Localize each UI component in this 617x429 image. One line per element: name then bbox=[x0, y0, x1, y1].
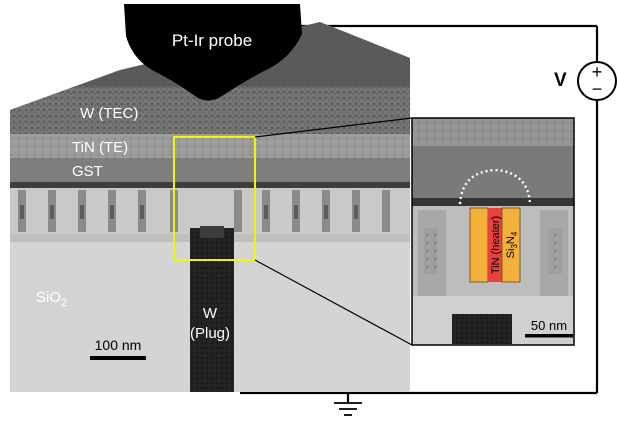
nitride-right bbox=[501, 207, 521, 283]
ground-icon bbox=[334, 402, 362, 416]
circuit-wiring bbox=[240, 24, 599, 402]
label-gst: GST bbox=[72, 163, 103, 180]
layer-gst bbox=[10, 158, 410, 184]
probe-label: Pt-Ir probe bbox=[172, 31, 252, 50]
probe-icon bbox=[124, 4, 302, 101]
label-tin-te: TiN (TE) bbox=[72, 139, 128, 156]
zoom-lines bbox=[254, 117, 413, 346]
scalebar-inset bbox=[525, 334, 573, 338]
scalebar-inset-label: 50 nm bbox=[531, 318, 567, 333]
voltage-minus: − bbox=[592, 79, 603, 99]
scalebar-main bbox=[90, 356, 146, 360]
voltage-plus: + bbox=[592, 62, 603, 82]
label-heater: TiN (heater) bbox=[490, 216, 502, 274]
nitride-left bbox=[469, 207, 489, 283]
label-w-tec: W (TEC) bbox=[80, 105, 138, 122]
label-sio2: SiO2 bbox=[36, 289, 67, 309]
active-region-dome bbox=[458, 168, 532, 205]
scalebar-main-label: 100 nm bbox=[95, 337, 142, 353]
label-si3n4: Si3N4 bbox=[505, 231, 519, 258]
heater bbox=[488, 208, 502, 282]
voltage-source-icon bbox=[577, 61, 617, 101]
zoom-box bbox=[173, 136, 256, 261]
label-plug: (Plug) bbox=[190, 325, 230, 342]
voltage-label: V bbox=[554, 70, 567, 91]
voltage-source: + − V bbox=[554, 61, 617, 101]
label-plug-w: W bbox=[203, 305, 218, 322]
